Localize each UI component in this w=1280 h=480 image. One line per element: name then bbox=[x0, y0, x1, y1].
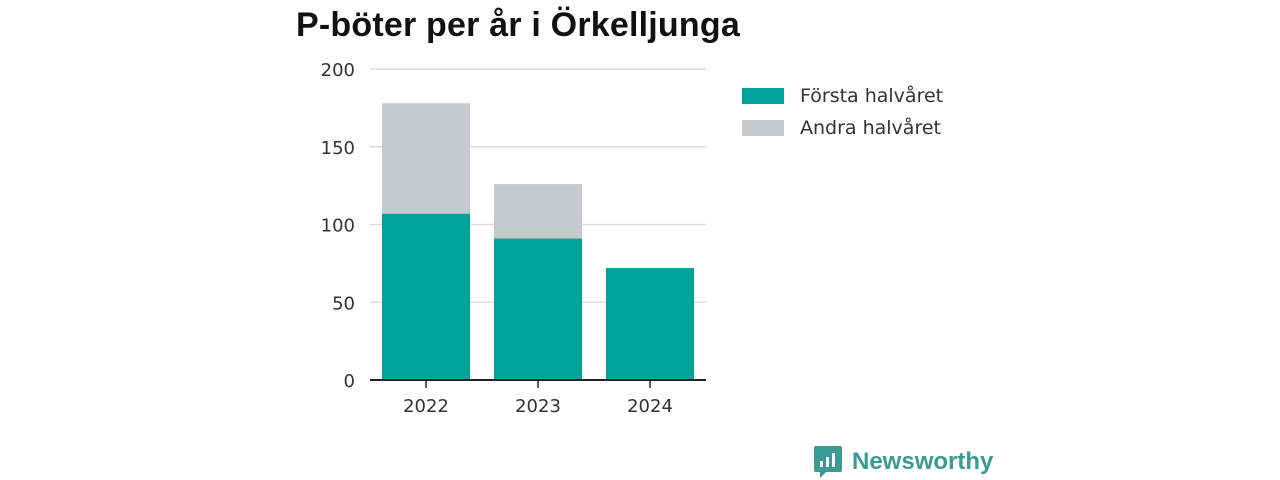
brand-footer[interactable]: Newsworthy bbox=[814, 446, 993, 478]
legend-item-first-half[interactable]: Första halvåret bbox=[742, 80, 943, 112]
bar-first-half-2023[interactable] bbox=[494, 238, 582, 380]
bar-first-half-2024[interactable] bbox=[606, 268, 694, 380]
y-tick-label: 200 bbox=[321, 60, 355, 81]
y-tick-label: 100 bbox=[321, 216, 355, 237]
brand-name: Newsworthy bbox=[852, 448, 994, 475]
legend-label-second-half: Andra halvåret bbox=[800, 117, 941, 139]
x-tick-label: 2023 bbox=[515, 396, 561, 417]
newsworthy-logo-icon bbox=[814, 446, 842, 478]
bar-second-half-2022[interactable] bbox=[382, 103, 470, 214]
legend: Första halvåret Andra halvåret bbox=[742, 80, 943, 144]
legend-swatch-second-half bbox=[742, 120, 784, 136]
bar-second-half-2023[interactable] bbox=[494, 184, 582, 239]
axis-labels: 0 50 100 150 200 2022 2023 2024 bbox=[321, 60, 673, 417]
bars bbox=[382, 103, 694, 380]
legend-swatch-first-half bbox=[742, 88, 784, 104]
bar-first-half-2022[interactable] bbox=[382, 213, 470, 380]
y-tick-label: 50 bbox=[332, 293, 355, 314]
x-tick-label: 2024 bbox=[627, 396, 673, 417]
legend-label-first-half: Första halvåret bbox=[800, 85, 944, 107]
y-tick-label: 0 bbox=[344, 371, 355, 392]
y-tick-label: 150 bbox=[321, 138, 355, 159]
x-tick-label: 2022 bbox=[403, 396, 449, 417]
legend-item-second-half[interactable]: Andra halvåret bbox=[742, 112, 943, 144]
chart-title: P-böter per år i Örkelljunga bbox=[296, 6, 740, 44]
